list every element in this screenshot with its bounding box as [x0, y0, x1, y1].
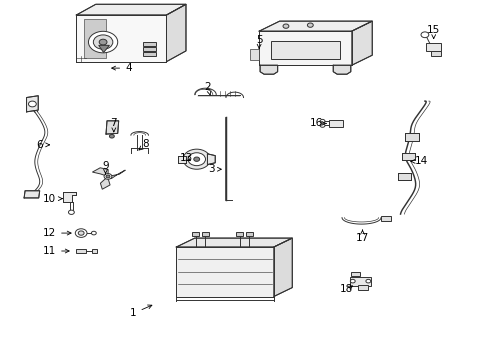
- Text: 10: 10: [43, 194, 62, 204]
- Polygon shape: [26, 96, 38, 112]
- Text: 12: 12: [43, 228, 71, 238]
- Circle shape: [420, 32, 428, 38]
- Polygon shape: [76, 4, 185, 15]
- Bar: [245, 232, 252, 235]
- Circle shape: [99, 39, 107, 45]
- Circle shape: [193, 157, 199, 161]
- Circle shape: [283, 24, 288, 28]
- Polygon shape: [351, 21, 371, 65]
- Bar: [236, 232, 243, 235]
- Text: 3: 3: [207, 164, 221, 174]
- Circle shape: [187, 153, 205, 166]
- Polygon shape: [401, 153, 414, 160]
- Polygon shape: [176, 238, 292, 247]
- Polygon shape: [259, 31, 351, 65]
- Circle shape: [365, 279, 370, 283]
- Polygon shape: [100, 176, 110, 189]
- Polygon shape: [332, 65, 350, 74]
- Polygon shape: [106, 121, 119, 134]
- Bar: [76, 249, 86, 253]
- Text: 14: 14: [410, 156, 427, 166]
- Text: 7: 7: [110, 118, 117, 132]
- Circle shape: [307, 23, 313, 27]
- Polygon shape: [273, 238, 292, 297]
- Bar: [92, 249, 97, 253]
- Text: 5: 5: [255, 35, 262, 48]
- Circle shape: [68, 210, 74, 215]
- Polygon shape: [259, 21, 371, 31]
- Text: 18: 18: [340, 284, 353, 294]
- Bar: [142, 47, 156, 50]
- Bar: [202, 232, 208, 235]
- Polygon shape: [397, 173, 410, 180]
- Text: 16: 16: [309, 118, 325, 128]
- Polygon shape: [178, 156, 185, 163]
- Text: 4: 4: [111, 63, 131, 73]
- Bar: [357, 285, 367, 290]
- Polygon shape: [62, 192, 76, 202]
- Circle shape: [91, 231, 96, 235]
- Polygon shape: [108, 170, 125, 179]
- Polygon shape: [176, 247, 273, 297]
- Bar: [426, 43, 440, 51]
- Polygon shape: [260, 65, 277, 74]
- Bar: [380, 216, 390, 221]
- Text: 9: 9: [102, 161, 109, 174]
- Text: 2: 2: [204, 82, 211, 95]
- Text: 11: 11: [43, 246, 69, 256]
- Polygon shape: [76, 15, 166, 62]
- Circle shape: [93, 35, 113, 49]
- Polygon shape: [166, 4, 185, 62]
- Polygon shape: [250, 49, 259, 60]
- Bar: [329, 120, 342, 127]
- Polygon shape: [92, 168, 108, 176]
- Polygon shape: [24, 191, 40, 198]
- Bar: [142, 52, 156, 55]
- Bar: [350, 272, 359, 276]
- Text: 15: 15: [426, 25, 439, 39]
- Text: 1: 1: [130, 305, 152, 318]
- Text: 8: 8: [139, 139, 149, 150]
- Circle shape: [320, 124, 325, 127]
- Circle shape: [88, 31, 118, 53]
- Circle shape: [106, 175, 110, 178]
- Circle shape: [28, 101, 36, 107]
- Circle shape: [320, 120, 325, 123]
- Bar: [142, 42, 156, 45]
- Circle shape: [75, 229, 87, 237]
- Text: 13: 13: [179, 153, 192, 163]
- Text: 6: 6: [36, 140, 49, 150]
- Polygon shape: [83, 19, 105, 58]
- Circle shape: [349, 279, 354, 283]
- Bar: [270, 41, 340, 59]
- Polygon shape: [99, 45, 109, 53]
- Circle shape: [78, 231, 84, 235]
- Text: 17: 17: [355, 230, 368, 243]
- Bar: [430, 51, 440, 56]
- Polygon shape: [207, 154, 215, 165]
- Polygon shape: [405, 134, 418, 140]
- Circle shape: [104, 174, 112, 179]
- Circle shape: [183, 149, 210, 169]
- Bar: [349, 276, 370, 285]
- Bar: [192, 232, 199, 235]
- Circle shape: [109, 134, 114, 138]
